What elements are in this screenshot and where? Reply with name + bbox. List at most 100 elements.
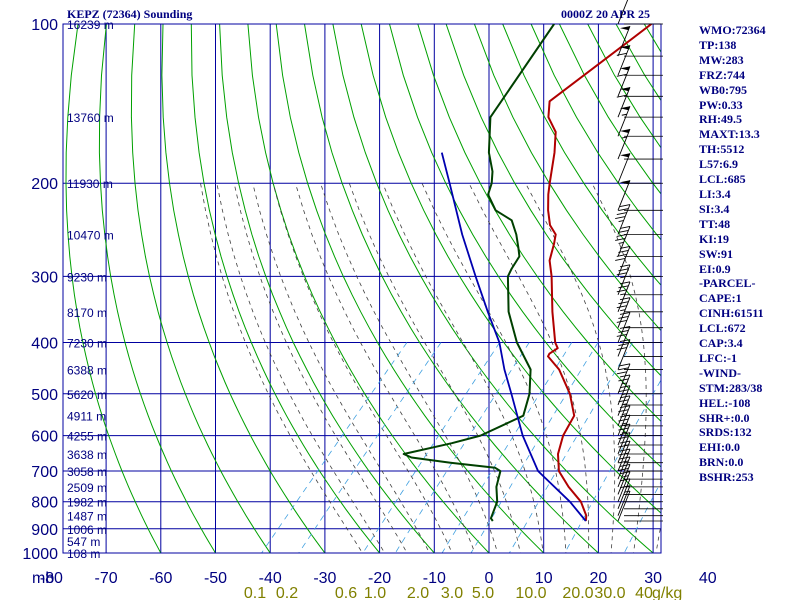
wind-barb bbox=[616, 264, 663, 296]
wind-barb-full bbox=[619, 225, 631, 229]
wind-flag bbox=[620, 66, 630, 71]
wind-barb-full bbox=[619, 432, 631, 436]
dry-adiabat bbox=[502, 24, 661, 286]
wind-barb bbox=[616, 297, 663, 329]
wind-barb bbox=[616, 339, 663, 370]
height-label: 5620 m bbox=[67, 388, 107, 402]
wind-barb-full bbox=[619, 423, 631, 427]
wind-barb-full bbox=[618, 467, 629, 471]
index-item: WMO:72364 bbox=[699, 23, 766, 37]
wind-barb bbox=[616, 45, 663, 76]
wind-shaft bbox=[617, 448, 631, 480]
height-label: 8170 m bbox=[67, 306, 107, 320]
index-item: TT:48 bbox=[699, 216, 731, 231]
temperature-label: -80 bbox=[40, 570, 63, 587]
wind-shaft bbox=[617, 485, 631, 516]
wind-barb-half bbox=[620, 309, 626, 312]
height-label: 1487 m bbox=[67, 510, 107, 524]
mixing-ratio-label: 10.0 bbox=[515, 585, 546, 600]
height-label: 1982 m bbox=[67, 496, 107, 510]
indices-panel: WMO:72364 TP:138 MW:283 FRZ:744 WB0:795 PW:0.… bbox=[699, 23, 799, 485]
wind-barb-full bbox=[618, 460, 629, 464]
wind-barb bbox=[617, 423, 663, 455]
height-label: 13760 m bbox=[67, 111, 114, 125]
wind-flag bbox=[620, 87, 630, 92]
wind-barb-half bbox=[618, 241, 624, 244]
chart-time: 0000Z 20 APR 25 bbox=[561, 7, 651, 21]
wind-barb bbox=[616, 325, 663, 357]
wind-flag bbox=[620, 180, 630, 185]
height-label: 4911 m bbox=[67, 410, 106, 424]
dry-adiabat bbox=[190, 24, 381, 553]
temperature-label: 10 bbox=[535, 570, 553, 587]
index-item: CINH:61511 bbox=[699, 306, 764, 321]
wind-barb-full bbox=[618, 249, 629, 253]
wind-barb-full bbox=[618, 208, 629, 211]
pressure-label: 1000 bbox=[22, 546, 58, 563]
wind-barb-full bbox=[618, 329, 629, 333]
pressure-label: 100 bbox=[31, 17, 58, 34]
wind-barb-half bbox=[621, 393, 627, 396]
wind-barb-full bbox=[619, 471, 631, 475]
wind-barb-full bbox=[619, 463, 631, 467]
wind-barb-full bbox=[616, 320, 627, 323]
wind-barb-full bbox=[619, 374, 631, 378]
dry-adiabat bbox=[247, 24, 490, 553]
wind-shaft bbox=[617, 478, 631, 509]
wind-barb-full bbox=[619, 405, 631, 409]
background-lines bbox=[63, 24, 661, 553]
wind-barb-full bbox=[619, 281, 631, 285]
wind-barb-half bbox=[621, 431, 627, 434]
moist-adiabat bbox=[348, 183, 521, 553]
wind-flag bbox=[620, 153, 630, 158]
mixing-ratio-line bbox=[623, 480, 661, 553]
profile-lines bbox=[402, 24, 653, 522]
wind-barb-half bbox=[620, 293, 626, 296]
index-item: LFC:-1 bbox=[699, 350, 737, 365]
temperature-label: 40 bbox=[699, 570, 717, 587]
temperature-label: -30 bbox=[313, 570, 336, 587]
mixing-ratio-line bbox=[470, 342, 599, 553]
temperature-label: -20 bbox=[368, 570, 391, 587]
pressure-label: 200 bbox=[31, 176, 58, 193]
wind-barb-half bbox=[623, 475, 629, 478]
height-label: 547 m bbox=[67, 535, 100, 549]
wind-barb bbox=[617, 490, 663, 522]
wind-barb-full bbox=[619, 204, 631, 207]
dry-adiabat bbox=[389, 24, 661, 468]
wind-barb-full bbox=[618, 427, 629, 431]
wind-barb-full bbox=[615, 237, 626, 241]
index-item: EHI:0.0 bbox=[699, 440, 741, 455]
wind-barb-full bbox=[619, 448, 631, 452]
temperature-line bbox=[547, 24, 653, 522]
wind-barb-full bbox=[618, 285, 629, 289]
moist-adiabat bbox=[382, 183, 544, 553]
moist-adiabat bbox=[591, 183, 647, 553]
height-label: 6388 m bbox=[67, 364, 107, 378]
wind-barb-full bbox=[618, 399, 629, 403]
wind-barb bbox=[617, 128, 663, 160]
wind-barb-full bbox=[616, 347, 627, 350]
wind-barb bbox=[617, 485, 663, 517]
index-item: STM:283/38 bbox=[699, 380, 763, 395]
plot-border bbox=[62, 23, 662, 554]
moist-adiabat bbox=[252, 183, 430, 553]
mixing-ratio-unit: g/kg bbox=[652, 585, 682, 600]
mixing-ratio-label: 0.1 bbox=[244, 585, 266, 600]
index-item: MW:283 bbox=[699, 52, 744, 67]
dry-adiabat bbox=[98, 24, 217, 553]
wind-barb-full bbox=[616, 305, 627, 309]
wind-shaft bbox=[617, 423, 631, 455]
moist-adiabat bbox=[295, 183, 476, 553]
wind-shaft bbox=[617, 45, 631, 76]
wind-barb-half bbox=[621, 113, 627, 116]
temperature-label: 20 bbox=[590, 570, 608, 587]
wind-barb-half bbox=[621, 382, 627, 385]
height-label: 3058 m bbox=[67, 465, 107, 479]
pressure-label: 600 bbox=[31, 429, 58, 446]
wind-barb bbox=[617, 448, 663, 480]
mixing-ratio-label: 0.6 bbox=[335, 585, 357, 600]
index-item: -PARCEL- bbox=[699, 276, 756, 291]
wind-shaft bbox=[617, 490, 631, 522]
temperature-label: 30 bbox=[644, 570, 662, 587]
